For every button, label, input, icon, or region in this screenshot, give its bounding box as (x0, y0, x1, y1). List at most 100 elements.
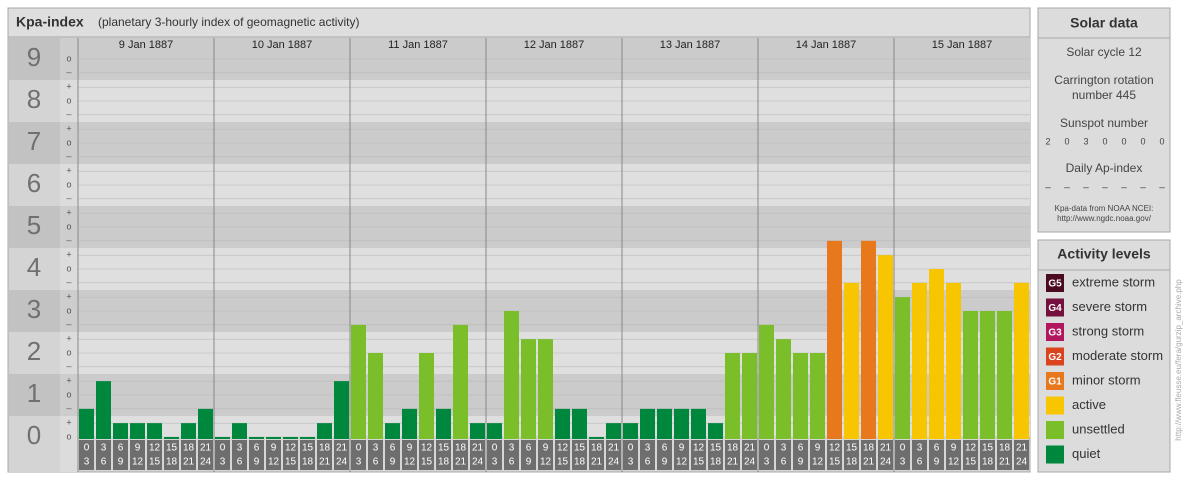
hour-label: 21 (183, 457, 195, 468)
hour-box (419, 440, 434, 470)
hour-box (861, 440, 876, 470)
label-band (9, 374, 60, 416)
hour-label: 15 (574, 443, 586, 454)
hour-label: 6 (237, 457, 243, 468)
hour-box (963, 440, 978, 470)
chart-subtitle: (planetary 3-hourly index of geomagnetic… (98, 15, 359, 29)
hour-label: 6 (645, 457, 651, 468)
legend-swatch (1046, 274, 1064, 292)
minor-tick-label: + (66, 124, 71, 134)
hour-label: 9 (543, 443, 549, 454)
hour-box (164, 440, 179, 470)
day-label: 9 Jan 1887 (119, 39, 173, 51)
ap-value: – (1064, 183, 1070, 194)
hour-label: 3 (220, 457, 226, 468)
hour-label: 3 (917, 443, 923, 454)
hour-box (181, 440, 196, 470)
sunspot-value: 2 (1045, 136, 1050, 146)
hour-label: 18 (710, 457, 722, 468)
hour-label: 6 (373, 457, 379, 468)
hour-label: 21 (608, 443, 620, 454)
ap-value: – (1121, 183, 1127, 194)
ap-value: – (1045, 183, 1051, 194)
hour-label: 12 (948, 457, 960, 468)
tick-band (60, 332, 78, 374)
hour-label: 12 (676, 457, 688, 468)
hour-label: 15 (149, 457, 161, 468)
hour-label: 21 (880, 443, 892, 454)
solar-panel (1037, 7, 1171, 233)
hour-box (198, 440, 213, 470)
bar (232, 423, 247, 439)
hour-label: 12 (693, 443, 705, 454)
hour-box (470, 440, 485, 470)
hour-label: 6 (526, 443, 532, 454)
hour-label: 18 (438, 457, 450, 468)
hour-label: 21 (455, 457, 467, 468)
y-tick-label: 4 (27, 252, 41, 282)
hour-label: 24 (336, 457, 348, 468)
y-tick-label: 1 (27, 378, 41, 408)
bar (623, 423, 638, 439)
bar (895, 297, 910, 439)
legend-badge: G3 (1048, 328, 1062, 339)
bar (368, 353, 383, 439)
hour-box (334, 440, 349, 470)
hour-label: 3 (84, 457, 90, 468)
bar (572, 408, 587, 439)
hour-label: 24 (880, 457, 892, 468)
hour-label: 9 (526, 457, 532, 468)
bar (606, 423, 621, 439)
bar (385, 423, 400, 439)
hour-label: 24 (1016, 457, 1028, 468)
hour-label: 24 (200, 457, 212, 468)
hour-label: 6 (781, 457, 787, 468)
bar (249, 437, 264, 439)
hour-label: 21 (591, 457, 603, 468)
hour-box (623, 440, 638, 470)
hour-label: 3 (900, 457, 906, 468)
hour-label: 15 (710, 443, 722, 454)
bar (980, 311, 995, 439)
hour-label: 21 (336, 443, 348, 454)
y-tick-label: 7 (27, 126, 41, 156)
bar (674, 408, 689, 439)
legend-label: extreme storm (1072, 274, 1155, 289)
minor-tick-label: – (66, 403, 71, 413)
hour-box (725, 440, 740, 470)
minor-tick-label: o (66, 305, 71, 315)
bar (215, 437, 230, 439)
day-label: 11 Jan 1887 (388, 39, 448, 51)
minor-tick-label: + (66, 334, 71, 344)
hour-box (266, 440, 281, 470)
hour-box (317, 440, 332, 470)
source: Kpa-data from NOAA NCEI: (1055, 204, 1154, 213)
label-band (9, 80, 60, 122)
legend-label: unsettled (1072, 421, 1125, 436)
hour-label: 9 (798, 457, 804, 468)
bar (1014, 282, 1029, 439)
legend-swatch (1046, 445, 1064, 464)
hour-label: 9 (662, 457, 668, 468)
hour-label: 3 (356, 457, 362, 468)
hour-label: 0 (356, 443, 362, 454)
hour-label: 3 (628, 457, 634, 468)
bar (266, 437, 281, 439)
hour-box (1014, 440, 1029, 470)
hour-box (521, 440, 536, 470)
hour-box (844, 440, 859, 470)
minor-tick-label: – (66, 109, 71, 119)
hour-label: 15 (166, 443, 178, 454)
hour-label: 0 (84, 443, 90, 454)
minor-tick-label: o (66, 263, 71, 273)
carrington: number 445 (1072, 88, 1136, 102)
sunspot-value: 0 (1102, 136, 1107, 146)
hour-label: 21 (863, 457, 875, 468)
hour-label: 15 (557, 457, 569, 468)
ap-value: – (1140, 183, 1146, 194)
hour-label: 0 (220, 443, 226, 454)
hour-box (742, 440, 757, 470)
day-label: 13 Jan 1887 (660, 39, 721, 51)
day-label: 14 Jan 1887 (796, 39, 857, 51)
hour-box (657, 440, 672, 470)
